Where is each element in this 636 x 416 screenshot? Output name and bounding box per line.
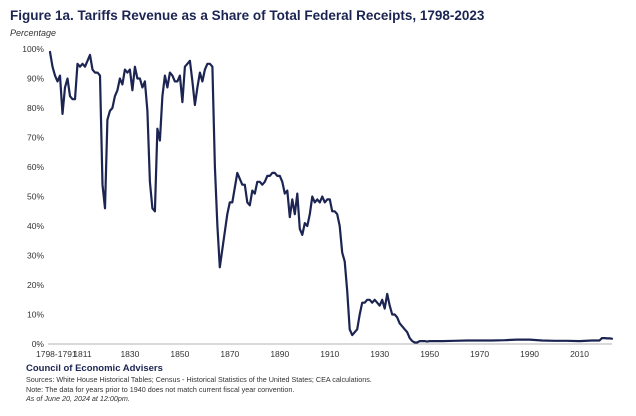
x-tick-label: 1910 [320,349,339,359]
chart-title: Figure 1a. Tariffs Revenue as a Share of… [10,8,485,23]
x-tick-label: 1870 [220,349,239,359]
y-tick-label: 30% [27,251,44,261]
x-tick-label: 1830 [120,349,139,359]
x-tick-label: 1930 [370,349,389,359]
series-layer [48,50,614,344]
y-tick-label: 0% [32,339,45,349]
y-tick-label: 70% [27,133,44,143]
x-tick-label: 1890 [270,349,289,359]
footer: Council of Economic Advisers Sources: Wh… [26,364,372,404]
y-tick-label: 20% [27,280,44,290]
x-tick-label: 1850 [170,349,189,359]
y-tick-label: 10% [27,310,44,320]
x-tick-label: 2010 [570,349,589,359]
sources-text: Sources: White House Historical Tables; … [26,375,372,385]
x-tick-label: 1950 [420,349,439,359]
x-tick-label: 1798-1791 [36,349,77,359]
y-tick-label: 100% [22,44,44,54]
series-line [48,50,614,344]
y-tick-label: 40% [27,221,44,231]
y-axis-ticks: 0% 10% 20% 30% 40% 50% 60% 70% 80% 90% 100% [22,44,44,349]
y-tick-label: 50% [27,192,44,202]
organization-name: Council of Economic Advisers [26,363,163,374]
note-text: Note: The data for years prior to 1940 d… [26,384,295,394]
x-tick-label: 1970 [470,349,489,359]
y-tick-label: 60% [27,162,44,172]
x-tick-label: 1811 [73,349,92,359]
y-axis-label: Percentage [10,28,57,38]
as-of-text: As of June 20, 2024 at 12:00pm. [26,394,130,404]
y-tick-label: 80% [27,103,44,113]
x-tick-label: 1990 [520,349,539,359]
y-tick-label: 90% [27,74,44,84]
